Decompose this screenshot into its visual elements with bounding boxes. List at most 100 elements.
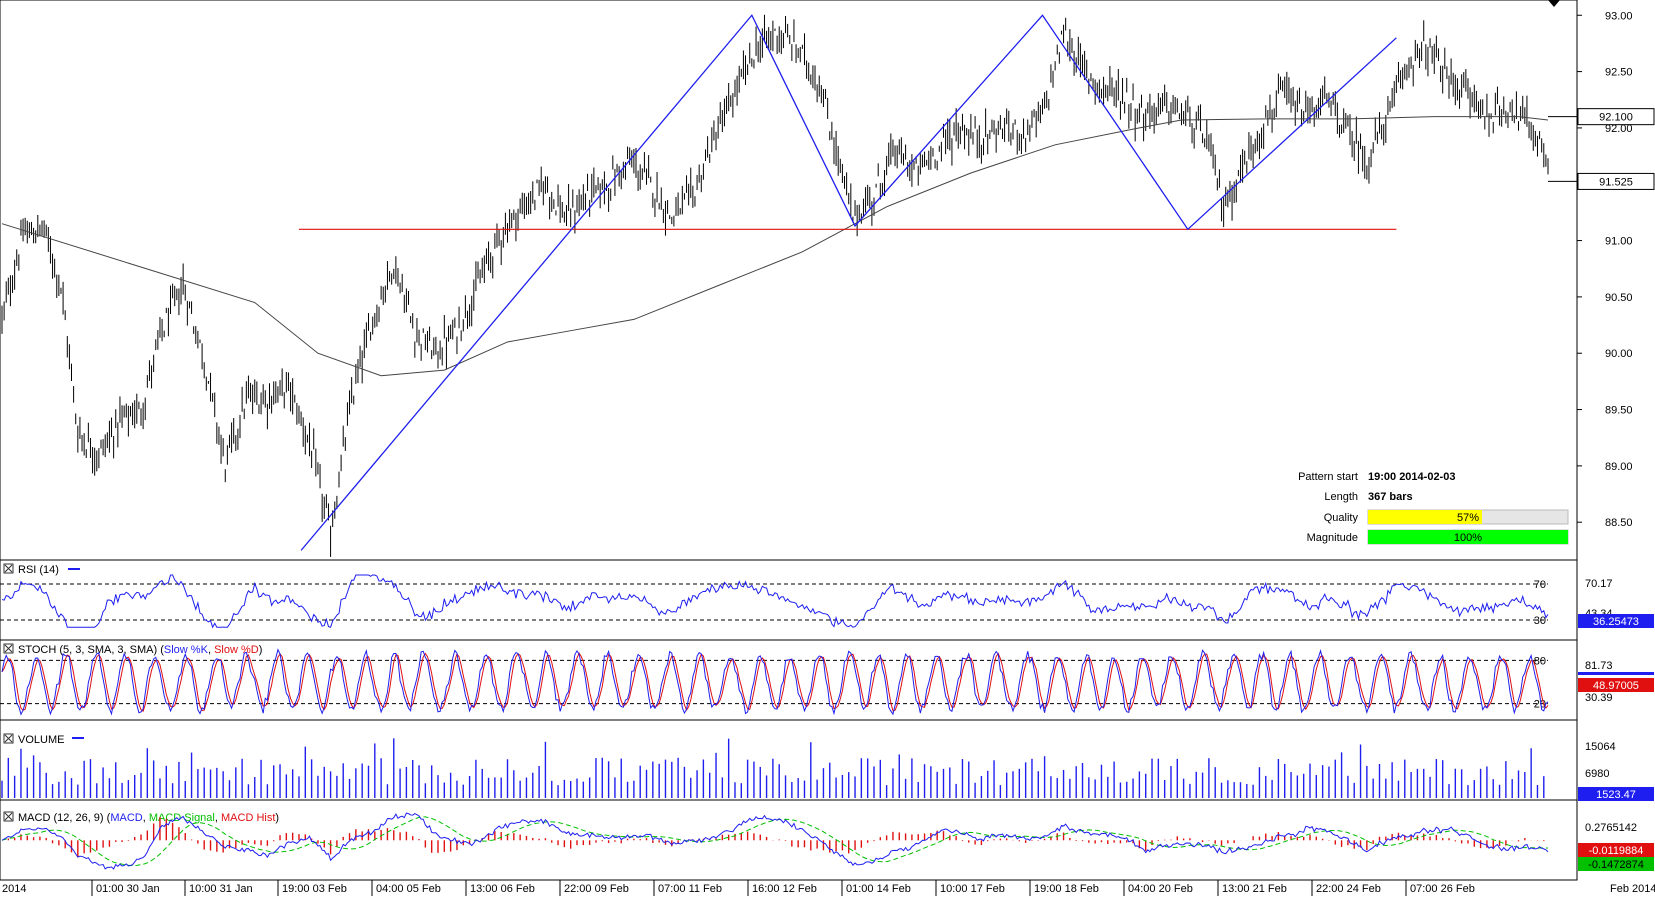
- price-badge: [1577, 108, 1655, 126]
- rsi-level-70-label: 70: [1534, 579, 1546, 591]
- rsi-current-value: 36.25473: [1593, 616, 1639, 628]
- pattern-info-box: Pattern start 19:00 2014-02-03 Length 36…: [1298, 471, 1569, 545]
- scroll-marker-icon[interactable]: [1548, 0, 1560, 7]
- macd-close-x: [4, 812, 13, 821]
- volume-axis-label-1: 15064: [1585, 741, 1616, 753]
- macd-histogram: [7, 817, 1545, 858]
- price-tick-label: 91.00: [1605, 236, 1633, 248]
- rsi-title: RSI (14): [18, 564, 59, 576]
- stoch-d-label: Slow %D: [214, 644, 259, 656]
- price-tick-label: 92.00: [1605, 123, 1633, 135]
- macd-line: [1, 812, 1549, 870]
- rsi-panel: RSI (14) 70 30 70.17 43.34 36.25473: [0, 559, 1654, 641]
- time-tick-label: 22:00 24 Feb: [1316, 883, 1381, 895]
- price-panel: 93.0092.5092.0091.5091.0090.5090.0089.50…: [0, 0, 1655, 561]
- time-tick-label: 04:00 05 Feb: [376, 883, 441, 895]
- volume-close-x: [4, 734, 13, 743]
- pattern-zigzag: [300, 14, 1397, 551]
- stoch-title-prefix: STOCH (5, 3, SMA, 3, SMA): [18, 644, 157, 656]
- magnitude-bar-fill: [1368, 530, 1568, 544]
- rsi-line: [1, 574, 1549, 629]
- quality-label: Quality: [1324, 512, 1359, 524]
- macd-title-sep1: ,: [143, 812, 149, 824]
- macd-axis-label-1: 0.2765142: [1585, 822, 1637, 834]
- price-tick-label: 88.50: [1605, 517, 1633, 529]
- stoch-axis-label-1: 81.73: [1585, 660, 1613, 672]
- pattern-start-value: 19:00 2014-02-03: [1368, 471, 1455, 483]
- volume-current-value: 1523.47: [1596, 789, 1636, 801]
- time-tick-label: 07:00 11 Feb: [658, 883, 722, 895]
- macd-title-open: (: [104, 812, 111, 824]
- rsi-level-30-label: 30: [1534, 615, 1546, 627]
- time-tick-label: Feb 2014: [1610, 883, 1655, 895]
- time-tick-label: 01:00 30 Jan: [96, 883, 160, 895]
- quality-bar-fill: [1368, 510, 1482, 524]
- time-axis: 2014 01:00 30 Jan 10:00 31 Jan 19:00 03 Feb…: [2, 880, 1655, 896]
- macd-panel-frame: [0, 799, 1578, 881]
- stoch-title: STOCH (5, 3, SMA, 3, SMA) (Slow %K, Slow…: [18, 644, 262, 656]
- stoch-d-badge: [1578, 678, 1654, 692]
- macd-hist-label: MACD Hist: [221, 812, 275, 824]
- time-tick-label: 01:00 14 Feb: [846, 883, 911, 895]
- price-tick-label: 93.00: [1605, 10, 1633, 22]
- price-tick-label: 89.50: [1605, 405, 1633, 417]
- length-label: Length: [1324, 491, 1358, 503]
- macd-title-sep2: ,: [215, 812, 221, 824]
- rsi-axis-label-1: 70.17: [1585, 578, 1613, 590]
- price-panel-frame: [0, 0, 1578, 561]
- macd-signal-value: -0.1472874: [1588, 859, 1644, 871]
- time-tick-label: 10:00 17 Feb: [940, 883, 1005, 895]
- price-axis: 93.0092.5092.0091.5091.0090.5090.0089.50…: [1577, 10, 1633, 529]
- macd-hist-value: -0.0119884: [1589, 845, 1644, 857]
- macd-panel: MACD (12, 26, 9) (MACD, MACD Signal, MAC…: [0, 799, 1654, 881]
- macd-signal-line: [1, 816, 1549, 867]
- stoch-k-badge: [1578, 672, 1654, 675]
- price-badge: [1577, 172, 1655, 190]
- magnitude-value: 100%: [1454, 532, 1482, 544]
- price-badges: 92.100 91.525: [1548, 108, 1655, 190]
- time-tick-label: 2014: [2, 883, 26, 895]
- stoch-title-open: (: [157, 644, 164, 656]
- stoch-close-x: [4, 644, 13, 653]
- magnitude-label: Magnitude: [1307, 532, 1358, 544]
- price-tick-label: 90.00: [1605, 348, 1633, 360]
- time-tick-label: 10:00 31 Jan: [189, 883, 253, 895]
- stoch-title-sep: ,: [208, 644, 214, 656]
- volume-panel: VOLUME 15064 6980 1523.47: [0, 719, 1654, 801]
- stoch-d-line: [1, 652, 1549, 712]
- volume-axis-label-2: 6980: [1585, 768, 1609, 780]
- stoch-axis-label-2: 30.39: [1585, 692, 1613, 704]
- macd-macd-label: MACD: [110, 812, 142, 824]
- volume-bars: [1, 738, 1545, 798]
- price-tick-label: 89.00: [1605, 461, 1633, 473]
- macd-title-close: ): [275, 812, 279, 824]
- time-tick-label: 13:00 06 Feb: [470, 883, 535, 895]
- length-value: 367 bars: [1368, 491, 1413, 503]
- volume-title: VOLUME: [18, 734, 64, 746]
- quality-value: 57%: [1457, 512, 1479, 524]
- stoch-k-line: [1, 648, 1549, 716]
- time-tick-label: 22:00 09 Feb: [564, 883, 629, 895]
- rsi-close-x: [4, 564, 13, 573]
- macd-signal-label: MACD Signal: [149, 812, 215, 824]
- stoch-title-close: ): [259, 644, 263, 656]
- macd-title-prefix: MACD (12, 26, 9): [18, 812, 104, 824]
- stoch-panel: STOCH (5, 3, SMA, 3, SMA) (Slow %K, Slow…: [0, 639, 1654, 721]
- macd-title: MACD (12, 26, 9) (MACD, MACD Signal, MAC…: [18, 812, 279, 824]
- price-tick-label: 90.50: [1605, 292, 1633, 304]
- stoch-k-label: Slow %K: [164, 644, 209, 656]
- time-tick-label: 19:00 18 Feb: [1034, 883, 1099, 895]
- stoch-current-value: 48.97005: [1593, 680, 1639, 692]
- time-tick-label: 13:00 21 Feb: [1222, 883, 1287, 895]
- price-tick-label: 92.50: [1605, 67, 1633, 79]
- rsi-current-badge: [1578, 614, 1654, 628]
- time-tick-label: 07:00 26 Feb: [1410, 883, 1475, 895]
- stoch-level-80-label: 80: [1534, 655, 1546, 667]
- time-tick-label: 19:00 03 Feb: [282, 883, 347, 895]
- price-badge-value: 92.100: [1599, 112, 1633, 124]
- pattern-start-label: Pattern start: [1298, 471, 1358, 483]
- macd-signal-badge: [1578, 857, 1654, 871]
- volume-panel-frame: [0, 719, 1578, 801]
- price-bars: [1, 14, 1549, 557]
